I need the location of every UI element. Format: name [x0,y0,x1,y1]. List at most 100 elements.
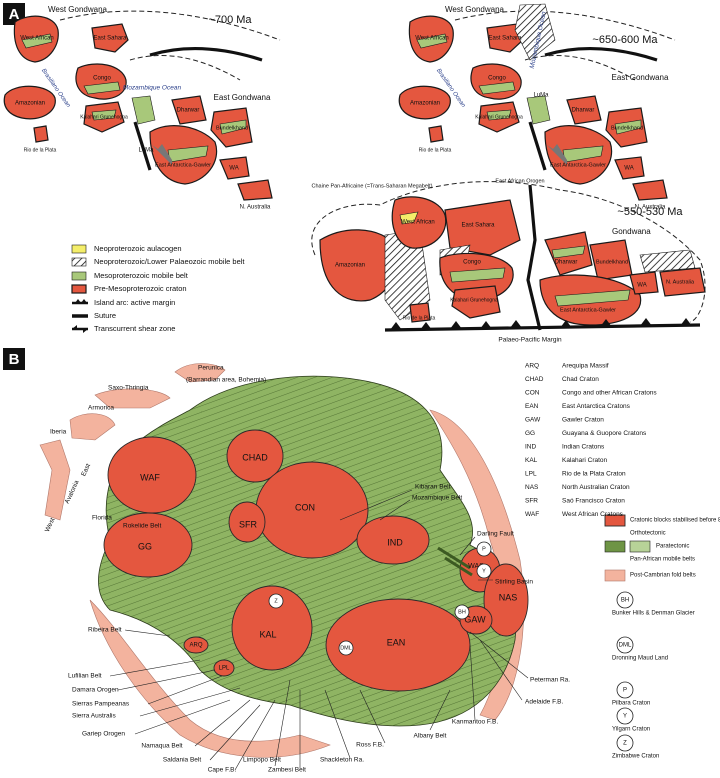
fold-belt [94,388,171,409]
symbol-code: P [482,546,486,552]
abbreviation-name: Saó Francisco Craton [562,498,625,505]
map-label: East Gondwana [214,93,271,102]
fold-belt [604,569,626,582]
leader-line [109,489,529,771]
map-label: East Antarctica-Gawler [560,307,616,313]
mobile-belt-hatched [514,3,556,61]
map-label: West [44,517,57,533]
panel-label: A [9,6,20,23]
legend-label: Transcurrent shear zone [94,324,175,333]
map-label: Mozambique Belt [412,495,462,502]
map-label: Armorica [88,405,114,412]
legend-symbol-code: DML [619,643,632,649]
map-label: Kalahari Grunehogna [475,114,523,120]
abbreviation-name: Guayana & Guopore Cratons [562,430,647,437]
craton [451,285,501,319]
island-arc [384,323,701,332]
map-label: Congo [488,76,506,82]
panel-a: A [2,3,706,333]
craton-code: GG [138,541,152,551]
mobile-belt-hatched [639,249,696,273]
craton [659,267,706,297]
symbol-marker [454,604,470,620]
legend-symbol [616,707,634,725]
map-label: Rio de la Plata [419,147,452,153]
map-label: Stirling Basin [495,579,533,586]
map-label: Cape F.B. [208,767,237,774]
map-label: Congo [463,260,481,266]
map-label: Dharwar [572,108,595,114]
map-label: East Sahara [93,36,127,42]
craton [391,196,447,249]
map-label: Namaqua Belt [141,743,182,750]
map-label: Gariep Orogen [82,731,125,738]
map-label: Gondwana [612,227,651,236]
map-label: East Antarctica-Gawler [550,162,606,168]
map-label: Kanmantoo F.B. [452,719,498,726]
legend-symbol-code: Y [623,714,627,720]
map-label: N. Australia [666,279,695,285]
fold-belt [174,363,226,383]
path-shape [437,546,473,577]
map-label: Adelaide F.B. [525,699,563,706]
map-label: East Gondwana [612,73,669,82]
map-label: Perunica [198,365,224,372]
map-label: Damara Orogen [72,687,119,694]
mobile-belt [551,245,586,259]
legend-symbol-code: BH [621,598,629,604]
craton-code: CON [295,502,315,512]
legend-a [71,244,88,333]
rect-shape [3,348,25,370]
legend-symbol [616,734,634,752]
abbreviation-name: Indian Cratons [562,444,605,451]
mobile-belt [449,267,506,283]
abbreviation-name: North Australian Craton [562,484,630,491]
craton [356,515,430,565]
craton [183,636,209,654]
age-label: ~650-600 Ma [592,34,658,46]
map-label: Bundelkhand [596,259,628,265]
abbreviation-code: ARQ [525,363,539,370]
fold-belt [69,413,116,441]
symbol-code: BH [458,609,466,615]
craton [71,284,87,294]
legend-label: Post-Cambrian fold belts [630,573,696,579]
craton [409,302,431,323]
legend-symbol-code: P [623,688,627,694]
legend-symbol [616,681,634,699]
legend-label: Mesoproterozoic mobile belt [94,271,189,280]
age-label: ~700 Ma [208,14,252,26]
legend-label: Island arc: active margin [94,298,175,307]
craton [228,501,266,543]
map-label: Congo [93,76,111,82]
craton-code: KAL [259,629,276,639]
map-label: N. Australia [240,205,271,211]
legend-symbol [616,591,634,609]
abbreviation-code: NAS [525,484,539,491]
legend-symbol-name: Zimbabwe Craton [612,754,659,760]
map-label: Palaeo-Pacific Margin [498,337,562,344]
map-label: West African [401,220,435,226]
map-label: Rio de la Plata [24,147,57,153]
map-label: Zambesi Belt [268,767,306,774]
abbreviation-name: Kalahari Craton [562,457,608,464]
path-shape [72,325,88,333]
aulacogen [71,244,87,254]
map-label: Rio de la Plata [403,315,436,321]
craton-code: NAS [499,592,518,602]
legend-label: Paratectonic [656,544,689,550]
map-label: East Antarctica-Gawler [155,162,211,168]
map-label: Peterman Ra. [530,677,570,684]
map-label: Darling Fault [477,531,514,538]
map-label: Iberia [50,429,67,436]
abbreviation-name: East Antarctica Cratons [562,403,631,410]
abbreviation-code: SFR [525,498,538,505]
abbreviation-code: IND [525,444,537,451]
legend-label: Pre-Mesoproterozoic craton [94,284,187,293]
rect-shape [629,540,651,553]
abbreviation-code: KAL [525,457,538,464]
map-label: West African [20,36,54,42]
island-arc [526,184,542,331]
abbreviation-code: WAF [525,511,539,518]
path-shape [75,299,87,303]
